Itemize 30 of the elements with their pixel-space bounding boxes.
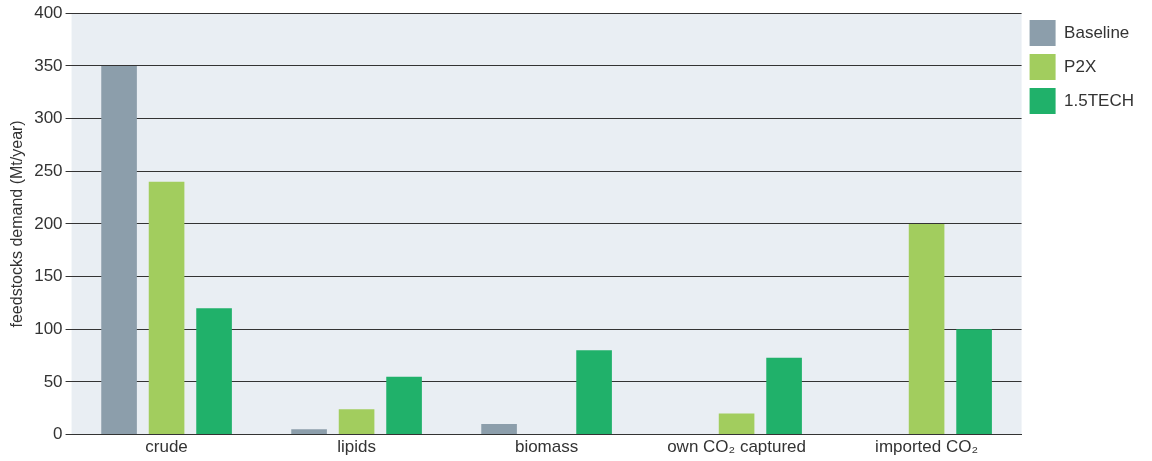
legend-label: Baseline bbox=[1064, 22, 1130, 42]
y-tick-label: 50 bbox=[43, 371, 63, 391]
bar bbox=[291, 429, 327, 435]
y-tick-label: 250 bbox=[34, 160, 63, 180]
bar bbox=[386, 376, 422, 435]
y-tick-label: 300 bbox=[34, 108, 63, 128]
x-tick-label: biomass bbox=[514, 437, 579, 457]
y-tick-label: 400 bbox=[34, 2, 63, 22]
bar bbox=[908, 223, 945, 435]
y-tick-label: 350 bbox=[34, 55, 63, 75]
bar bbox=[148, 181, 185, 435]
y-tick-label: 200 bbox=[34, 213, 63, 233]
x-tick-label: crude bbox=[145, 437, 188, 457]
bar bbox=[481, 424, 517, 435]
bar bbox=[576, 350, 612, 435]
x-tick-label: own CO₂ captured bbox=[667, 437, 807, 457]
y-tick-label: 0 bbox=[53, 424, 63, 444]
bar bbox=[718, 413, 755, 435]
y-tick-label: 150 bbox=[34, 266, 63, 286]
legend-label: 1.5TECH bbox=[1064, 90, 1135, 110]
x-tick-label: imported CO₂ bbox=[875, 437, 979, 457]
bar bbox=[196, 308, 232, 435]
legend-label: P2X bbox=[1064, 56, 1097, 76]
bar bbox=[101, 65, 137, 435]
bar bbox=[338, 409, 375, 435]
y-axis-title: feedstocks demand (Mt/year) bbox=[8, 120, 26, 328]
y-tick-label: 100 bbox=[34, 318, 63, 338]
bar bbox=[766, 357, 802, 435]
x-tick-label: lipids bbox=[337, 437, 376, 457]
bar bbox=[956, 329, 992, 435]
